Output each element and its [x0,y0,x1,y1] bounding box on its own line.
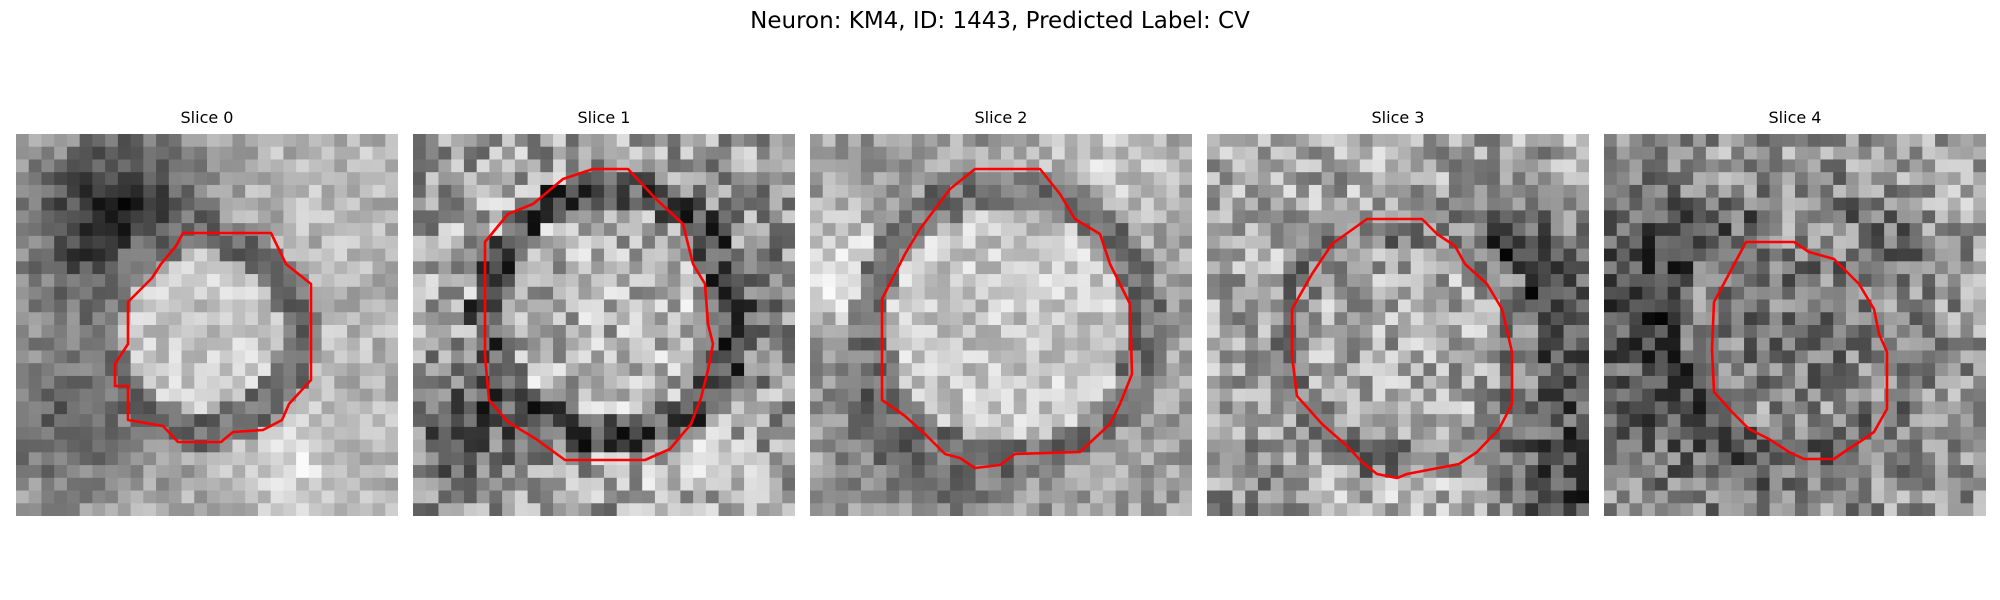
roi-contour-0 [113,231,313,444]
slice-title-3: Slice 3 [1371,108,1425,127]
slice-image-3 [1207,134,1589,516]
slice-title-4: Slice 4 [1768,108,1822,127]
grayscale-pixels-3 [1207,134,1589,516]
roi-contour-1 [483,167,715,462]
grayscale-pixels-2 [810,134,1192,516]
slice-title-2: Slice 2 [974,108,1028,127]
roi-contour-4 [1710,240,1889,461]
roi-contour-2 [880,167,1134,470]
slice-panel-3: Slice 3 [1207,108,1589,516]
figure-title: Neuron: KM4, ID: 1443, Predicted Label: … [750,8,1250,34]
slice-image-0 [16,134,398,516]
slice-panel-1: Slice 1 [413,108,795,516]
slice-image-4 [1604,134,1986,516]
slice-image-1 [413,134,795,516]
grayscale-pixels-0 [16,134,398,516]
slice-panel-4: Slice 4 [1604,108,1986,516]
slice-panel-2: Slice 2 [810,108,1192,516]
slice-title-1: Slice 1 [577,108,631,127]
grayscale-pixels-1 [413,134,795,516]
grayscale-pixels-4 [1604,134,1986,516]
roi-contour-3 [1290,217,1514,480]
slice-title-0: Slice 0 [180,108,234,127]
slice-panel-0: Slice 0 [16,108,398,516]
slice-image-2 [810,134,1192,516]
